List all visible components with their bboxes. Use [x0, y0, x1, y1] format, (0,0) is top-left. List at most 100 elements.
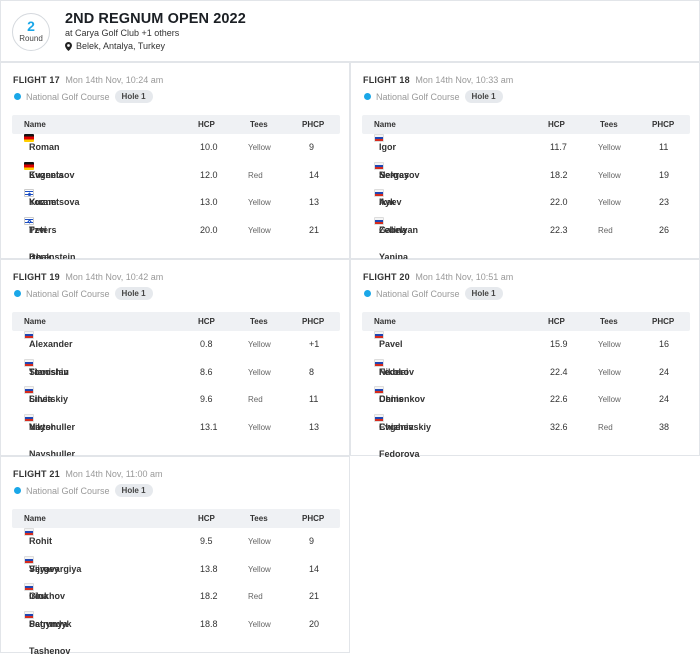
- table-row[interactable]: Stanislav Linetskiy 8.6 Yellow 8: [12, 358, 340, 404]
- table-row[interactable]: Igor Nekrasov 11.7 Yellow 11: [362, 134, 690, 180]
- player-name[interactable]: Nikolai Chinenkov: [379, 366, 426, 405]
- table-row[interactable]: Pavel Federov 15.9 Yellow 16: [362, 331, 690, 377]
- event-club: at Carya Golf Club +1 others: [65, 28, 180, 38]
- table-row[interactable]: Evgenia Fedorova 32.6 Red 38: [362, 413, 690, 459]
- column-hcp: HCP: [198, 317, 215, 326]
- table-row[interactable]: Ayk Zebelyan 22.0 Yellow 23: [362, 189, 690, 235]
- round-badge: 2 Round: [12, 13, 50, 51]
- table-header: Name HCP Tees PHCP: [362, 115, 690, 134]
- flight-card-3[interactable]: FLIGHT 19 Mon 14th Nov, 10:42 am Nationa…: [0, 259, 350, 459]
- flag-ru-icon: [374, 413, 384, 422]
- column-phcp: PHCP: [652, 317, 675, 326]
- player-phcp: 14: [309, 169, 320, 180]
- flight-name: FLIGHT 19: [13, 272, 60, 282]
- player-name[interactable]: Viktor Nayshuller: [29, 421, 76, 460]
- table-row[interactable]: Sagyndyk Tashenov 18.8 Yellow 20: [12, 610, 340, 654]
- player-hcp: 20.0: [200, 224, 218, 235]
- flag-ru-icon: [24, 555, 34, 564]
- player-name[interactable]: Sergey Glukhov: [29, 563, 66, 602]
- flight-card-1[interactable]: FLIGHT 17 Mon 14th Nov, 10:24 am Nationa…: [0, 62, 350, 262]
- player-tees: Red: [248, 395, 263, 404]
- column-tees: Tees: [600, 120, 618, 129]
- flag-de-icon: [24, 134, 34, 142]
- table-header: Name HCP Tees PHCP: [362, 312, 690, 331]
- flight-card-2[interactable]: FLIGHT 18 Mon 14th Nov, 10:33 am Nationa…: [350, 62, 700, 262]
- player-name[interactable]: Alexander Timoshin: [29, 339, 73, 377]
- table-body: Igor Nekrasov 11.7 Yellow 11 Sergey Ikae…: [362, 134, 690, 262]
- course-row: National Golf Course Hole 1: [13, 484, 153, 497]
- player-phcp: 13: [309, 421, 320, 432]
- table-header: Name HCP Tees PHCP: [12, 115, 340, 134]
- column-phcp: PHCP: [302, 514, 325, 523]
- player-name[interactable]: Evgenia Fedorova: [379, 421, 420, 460]
- table-row[interactable]: Sergey Ikaev 18.2 Yellow 19: [362, 161, 690, 207]
- table-row[interactable]: Roman Kuznetsov 10.0 Yellow 9: [12, 134, 340, 180]
- flight-time: Mon 14th Nov, 10:24 am: [65, 75, 164, 85]
- flag-ru-icon: [24, 386, 34, 394]
- column-tees: Tees: [250, 514, 268, 523]
- player-name[interactable]: Yoram Tzvi Berenstein: [29, 197, 76, 262]
- flag-ru-icon: [374, 358, 384, 367]
- table-row[interactable]: Evgenia Kuznetsova 12.0 Red 14: [12, 161, 340, 207]
- table-body: Pavel Federov 15.9 Yellow 16 Nikolai Chi…: [362, 331, 690, 459]
- table-row[interactable]: Irina Petrunya 18.2 Red 21: [12, 583, 340, 629]
- player-name[interactable]: Galina Yanina: [379, 224, 409, 263]
- player-name[interactable]: Evgenia Kuznetsova: [29, 169, 80, 208]
- player-name[interactable]: Irina Petrunya: [29, 591, 68, 629]
- player-name[interactable]: Stanislav Linetskiy: [29, 366, 69, 405]
- player-name[interactable]: Peters Izhak: [29, 224, 57, 263]
- table-row[interactable]: Sergey Glukhov 13.8 Yellow 14: [12, 555, 340, 601]
- player-phcp: 21: [309, 224, 320, 235]
- player-name[interactable]: Rohit Vijyavargiya: [29, 536, 82, 574]
- player-hcp: 12.0: [200, 169, 218, 180]
- course-row: National Golf Course Hole 1: [363, 90, 503, 103]
- player-name[interactable]: Roman Kuznetsov: [29, 142, 75, 180]
- column-phcp: PHCP: [302, 317, 325, 326]
- table-row[interactable]: Rohit Vijyavargiya 9.5 Yellow 9: [12, 528, 340, 574]
- flight-header: FLIGHT 17 Mon 14th Nov, 10:24 am: [13, 75, 163, 85]
- course-row: National Golf Course Hole 1: [363, 287, 503, 300]
- flag-ru-icon: [24, 331, 34, 339]
- course-name: National Golf Course: [376, 91, 460, 102]
- round-label: Round: [19, 34, 43, 43]
- player-tees: Yellow: [248, 340, 271, 349]
- column-tees: Tees: [600, 317, 618, 326]
- player-phcp: 9: [309, 536, 315, 546]
- table-row[interactable]: Nikolai Chinenkov 22.4 Yellow 24: [362, 358, 690, 404]
- flight-name: FLIGHT 18: [363, 75, 410, 85]
- table-row[interactable]: Viktor Nayshuller 13.1 Yellow 13: [12, 413, 340, 459]
- flight-header: FLIGHT 18 Mon 14th Nov, 10:33 am: [363, 75, 513, 85]
- flight-name: FLIGHT 21: [13, 469, 60, 479]
- player-name[interactable]: Sagyndyk Tashenov: [29, 618, 72, 654]
- player-name[interactable]: Pavel Federov: [379, 339, 415, 377]
- flight-card-4[interactable]: FLIGHT 20 Mon 14th Nov, 10:51 am Nationa…: [350, 259, 700, 459]
- flag-ru-icon: [374, 189, 384, 197]
- hole-badge: Hole 1: [464, 90, 503, 103]
- player-name[interactable]: Ayk Zebelyan: [379, 197, 419, 235]
- player-phcp: 24: [659, 366, 670, 377]
- player-phcp: +1: [309, 339, 320, 349]
- flight-name: FLIGHT 17: [13, 75, 60, 85]
- table-row[interactable]: Alexander Timoshin 0.8 Yellow +1: [12, 331, 340, 377]
- table-row[interactable]: Yoram Tzvi Berenstein 13.0 Yellow 13: [12, 189, 340, 262]
- player-tees: Yellow: [598, 340, 621, 349]
- flight-header: FLIGHT 19 Mon 14th Nov, 10:42 am: [13, 272, 163, 282]
- table-row[interactable]: Silvia Nayshuller 9.6 Red 11: [12, 386, 340, 432]
- player-name[interactable]: Igor Nekrasov: [379, 142, 420, 180]
- player-hcp: 32.6: [550, 421, 568, 432]
- table-row[interactable]: Peters Izhak 20.0 Yellow 21: [12, 216, 340, 262]
- player-name[interactable]: Denis Chizhevskiy: [379, 394, 432, 432]
- flag-il-icon: [24, 189, 34, 197]
- round-number: 2: [27, 18, 35, 34]
- player-tees: Red: [248, 592, 263, 601]
- table-row[interactable]: Denis Chizhevskiy 22.6 Yellow 24: [362, 386, 690, 432]
- player-tees: Yellow: [248, 367, 271, 377]
- column-hcp: HCP: [198, 514, 215, 523]
- player-name[interactable]: Sergey Ikaev: [379, 169, 410, 208]
- table-body: Rohit Vijyavargiya 9.5 Yellow 9 Sergey G…: [12, 528, 340, 654]
- table-row[interactable]: Galina Yanina 22.3 Red 26: [362, 216, 690, 262]
- player-phcp: 21: [309, 591, 320, 601]
- player-tees: Yellow: [248, 619, 271, 629]
- player-name[interactable]: Silvia Nayshuller: [29, 394, 76, 432]
- flight-card-5[interactable]: FLIGHT 21 Mon 14th Nov, 11:00 am Nationa…: [0, 456, 350, 654]
